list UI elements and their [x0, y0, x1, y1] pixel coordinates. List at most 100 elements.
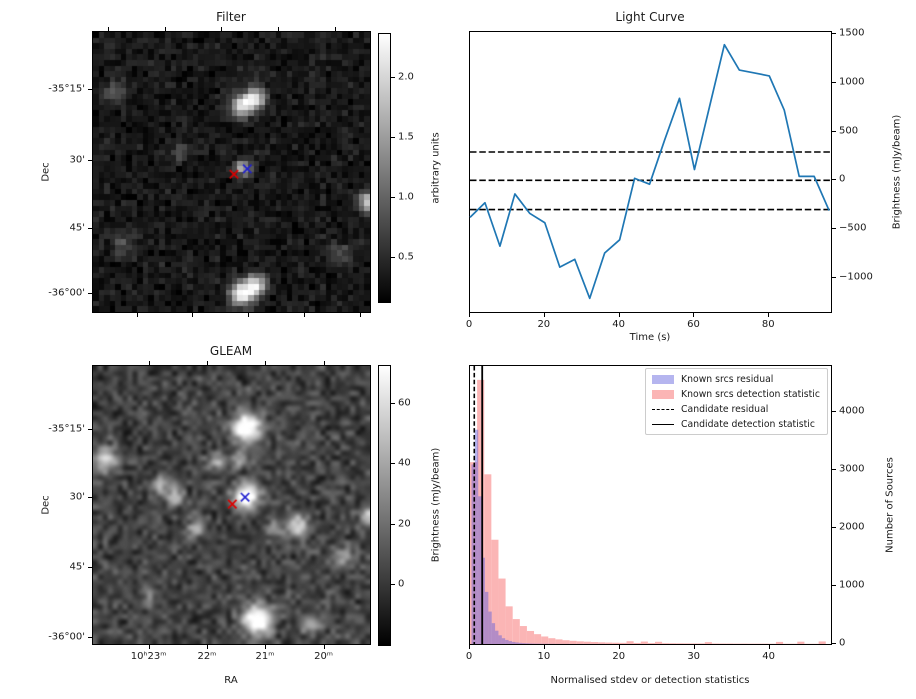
histogram-y-tick-label: 1000 [839, 579, 865, 591]
filter-colorbar-tick [391, 197, 395, 199]
hist-bar [683, 643, 691, 644]
histogram-x-tick-label: 40 [762, 651, 775, 662]
hist-bar [626, 641, 634, 644]
gleam-y-tick [88, 566, 92, 568]
hist-bar [676, 643, 684, 644]
filter-y-tick-label: -36°00' [48, 287, 85, 299]
gleam-y-tick-label: 30' [69, 491, 85, 503]
histogram-y-tick-label: 0 [839, 637, 846, 649]
light-curve-y-tick [832, 179, 836, 181]
histogram-x-tick [469, 645, 470, 649]
histogram-legend: Known srcs residual Known srcs detection … [645, 368, 828, 435]
light-curve-x-tick-label: 0 [465, 319, 473, 330]
histogram-x-tick-label: 0 [465, 651, 473, 662]
histogram-y-tick [832, 411, 836, 413]
hist-bar [647, 643, 655, 644]
hist-bar [528, 643, 533, 644]
legend-patch-swatch [652, 389, 675, 399]
filter-x-tick-top [221, 27, 223, 31]
filter-x-tick-top [108, 27, 110, 31]
light-curve-y-tick-label: 500 [839, 125, 859, 136]
filter-y-tick [88, 293, 92, 295]
hist-bar [498, 635, 502, 644]
light-curve-line [469, 43, 830, 300]
hist-bar [522, 643, 526, 644]
histogram-ylabel: Number of Sources [884, 457, 896, 553]
filter-colorbar-tick-label: 1.5 [398, 131, 414, 143]
histogram-y-tick-label: 3000 [839, 463, 865, 475]
light-curve-x-tick [693, 313, 695, 317]
gleam-xlabel: RA [224, 675, 238, 686]
gleam-colorbar-tick [391, 523, 395, 525]
gleam-x-tick-label: 20ᵐ [314, 651, 334, 662]
hist-bar [484, 474, 492, 644]
hist-bar [484, 591, 489, 644]
histogram-y-tick-label: 4000 [839, 405, 865, 417]
hist-bar [633, 642, 641, 644]
legend-dashed-line-swatch [652, 408, 675, 410]
histogram-y-tick [832, 527, 836, 529]
legend-label: Candidate detection statistic [681, 418, 815, 430]
filter-x-tick-top [335, 27, 336, 31]
legend-row: Known srcs residual [652, 373, 820, 385]
hist-bar [491, 539, 499, 644]
gleam-x-tick-top [148, 361, 150, 365]
filter-x-tick [248, 313, 250, 317]
gleam-x-tick-label: 22ᵐ [197, 651, 217, 662]
hist-bar [576, 641, 584, 644]
hist-bar [541, 636, 549, 644]
gleam-x-tick [206, 645, 208, 649]
hist-bar [505, 606, 513, 644]
light-curve-panel [469, 31, 832, 313]
legend-label: Candidate residual [681, 403, 769, 415]
gleam-y-tick [88, 429, 92, 431]
hist-bar [818, 641, 826, 644]
hist-bar [697, 643, 705, 644]
histogram-x-tick [543, 645, 545, 649]
histogram-x-tick [618, 645, 620, 649]
light-curve-x-tick [543, 313, 545, 317]
light-curve-y-tick-label: 1000 [839, 76, 865, 88]
hist-bar [590, 642, 599, 644]
light-curve-y-tick [832, 228, 836, 230]
gleam-x-tick [323, 645, 325, 649]
gleam-y-tick [88, 496, 92, 498]
hist-bar [495, 630, 499, 644]
hist-bar [498, 578, 506, 644]
hist-bar [511, 641, 516, 644]
hist-bar [518, 642, 523, 644]
legend-label: Known srcs detection statistic [681, 388, 820, 400]
legend-row: Known srcs detection statistic [652, 388, 820, 400]
filter-colorbar-tick [391, 137, 395, 139]
light-curve-y-tick [832, 276, 836, 278]
hist-bar [501, 638, 506, 644]
filter-colorbar-tick [391, 77, 395, 79]
gleam-colorbar-tick-label: 60 [398, 397, 411, 409]
filter-x-tick [304, 313, 306, 317]
light-curve-plot [469, 43, 831, 300]
hist-bar [640, 641, 648, 644]
legend-solid-line-swatch [652, 423, 675, 425]
histogram-xlabel: Normalised stdev or detection statistics [550, 675, 750, 686]
gleam-colorbar-tick [391, 402, 395, 404]
filter-colorbar [378, 33, 391, 303]
gleam-title: GLEAM [209, 344, 253, 358]
hist-bar [605, 642, 613, 644]
filter-panel [92, 31, 371, 313]
gleam-colorbar-tick-label: 40 [398, 457, 411, 469]
filter-y-tick [88, 228, 92, 230]
filter-y-tick [88, 89, 92, 91]
light-curve-x-tick [618, 313, 620, 317]
light-curve-y-tick-label: −500 [839, 222, 867, 234]
histogram-plot [470, 366, 826, 644]
gleam-colorbar-label: Brightness (mJy/beam) [430, 447, 442, 563]
hist-bar [477, 379, 485, 644]
legend-patch-swatch [652, 374, 675, 384]
hist-bar [555, 639, 563, 644]
gleam-x-tick [148, 645, 150, 649]
light-curve-title: Light Curve [615, 10, 685, 24]
hist-bar [512, 619, 520, 644]
gleam-y-tick [88, 636, 92, 638]
hist-bar [471, 464, 475, 644]
